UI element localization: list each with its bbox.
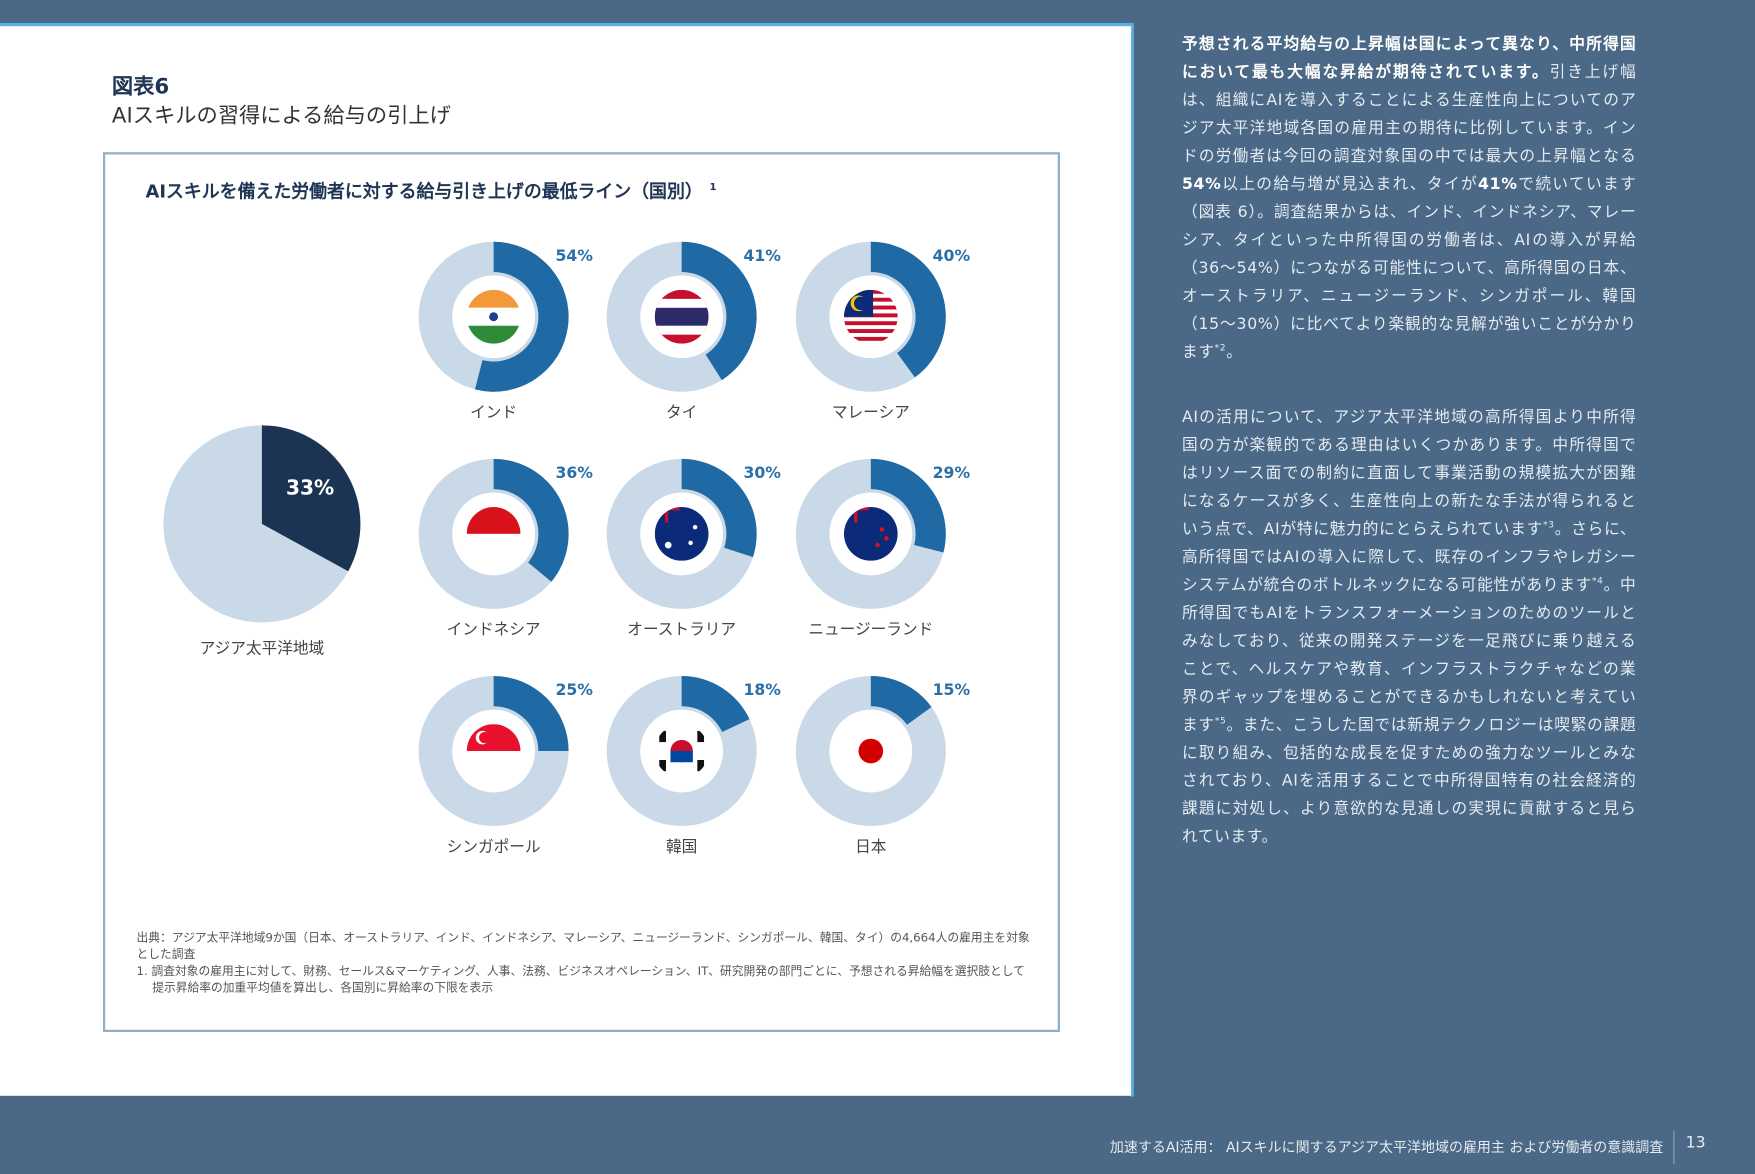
donut-segment [870, 241, 946, 378]
donut-value-label: 36% [555, 463, 593, 482]
flag-part [692, 524, 698, 530]
donut-value-label: 54% [555, 246, 593, 265]
donut-segment [493, 458, 569, 582]
flag-part [659, 730, 666, 743]
flag [843, 289, 898, 341]
donut-name: 韓国 [666, 837, 697, 856]
flag [654, 507, 709, 561]
text-run: *4 [1592, 575, 1604, 586]
flag-part [489, 312, 499, 322]
text-run: *2 [1214, 342, 1227, 353]
donut-value-label: 25% [555, 680, 593, 699]
chart-title: AIスキルを備えた労働者に対する給与引き上げの最低ライン（国別） 1 [146, 181, 717, 203]
flag-part [884, 536, 889, 541]
flag-part [697, 730, 705, 743]
text-run: 。中所得国でもAIをトランスフォーメーションのためのツールとみなしており、従来の… [1181, 576, 1637, 735]
text-run: で続いています（図表 6）。調査結果からは、インド、インドネシア、マレーシア、タ… [1181, 175, 1637, 362]
flag-part [858, 738, 884, 764]
flag-part [664, 507, 669, 523]
donut-segment [681, 458, 757, 558]
donut-segment [870, 458, 946, 553]
flag [843, 724, 898, 778]
flag-part [466, 325, 521, 344]
flag-part [843, 336, 898, 341]
pie-slice [261, 425, 361, 572]
note: 出典：アジア太平洋地域9か国（日本、オーストラリア、インド、インドネシア、マレー… [136, 931, 1030, 962]
flag-part [670, 751, 693, 763]
donut-value-label: 29% [933, 463, 971, 482]
donut-segment [681, 241, 757, 381]
text-run: *3 [1543, 519, 1555, 530]
flag [654, 724, 709, 778]
text-run: 引き上げ幅は、組織にAIを導入することによる生産性向上についてのアジア太平洋地域… [1181, 63, 1637, 166]
flag-part [466, 289, 521, 308]
text-run: 以上の給与増が見込まれ、タイが [1221, 175, 1479, 194]
text-run: 。さらに、高所得国ではAIの導入に際して、既存のインフラやレガシーシステムが統合… [1181, 520, 1637, 595]
flag [466, 289, 521, 344]
donut-name: オーストラリア [627, 620, 736, 639]
flag-part [479, 732, 491, 744]
footer-text: 加速するAI活用： AIスキルに関するアジア太平洋地域の雇用主 および労働者の意… [1109, 1138, 1664, 1156]
figure-title: AIスキルの習得による給与の引上げ [112, 103, 451, 128]
text-run: 41% [1478, 175, 1518, 194]
flag-part [654, 507, 709, 561]
page-number: 13 [1685, 1133, 1706, 1152]
donut-value-label: 30% [744, 463, 782, 482]
flag-part [664, 541, 672, 549]
text-run: AIの活用について、アジア太平洋地域の高所得国より中所得国の方が楽観的である理由… [1181, 408, 1637, 539]
flag-part [843, 321, 898, 326]
separator [1673, 1130, 1675, 1165]
donut-name: タイ [666, 403, 697, 422]
chart-frame [102, 152, 1060, 1032]
donut-value-label: 41% [744, 246, 782, 265]
donut-name: インドネシア [447, 620, 541, 639]
flag-part [654, 307, 709, 326]
text-run: 。 [1226, 343, 1243, 362]
flag-part [659, 760, 666, 772]
figure-label: 図表6 [112, 74, 169, 99]
donut-value-label: 40% [933, 246, 971, 265]
text-run: 予想される平均給与の上昇幅は国によって異なり、中所得国において最も大幅な昇給が期… [1181, 35, 1637, 82]
chart-title-text: AIスキルを備えた労働者に対する給与引き上げの最低ライン（国別） [146, 181, 703, 203]
note: 1. 調査対象の雇用主に対して、財務、セールス&マーケティング、人事、法務、ビジ… [136, 964, 1025, 996]
pie-name: アジア太平洋地域 [200, 639, 325, 658]
flag [843, 507, 898, 561]
flag-part [879, 527, 885, 532]
flag-part [854, 296, 868, 311]
donut-value-label: 18% [744, 680, 782, 699]
flag-part [843, 507, 898, 561]
paragraph: AIの活用について、アジア太平洋地域の高所得国より中所得国の方が楽観的である理由… [1182, 404, 1636, 852]
text-run: *5 [1214, 715, 1227, 726]
flag-part [875, 542, 880, 548]
donut-segment [474, 241, 569, 392]
donut-name: ニュージーランド [808, 620, 933, 639]
figure-panel: 図表6 AIスキルの習得による給与の引上げ AIスキルを備えた労働者に対する給与… [0, 22, 1134, 1097]
body-text: 予想される平均給与の上昇幅は国によって異なり、中所得国において最も大幅な昇給が期… [1182, 31, 1636, 888]
donut-segment [681, 676, 750, 732]
donut-name: シンガポール [447, 837, 541, 856]
text-run: 。また、こうした国では新規テクノロジーは喫緊の課題に取り組み、包括的な成長を促す… [1181, 716, 1637, 847]
donut-segment [493, 676, 569, 752]
donut-segment [870, 676, 932, 725]
donut-hole [452, 492, 536, 576]
notes: 出典：アジア太平洋地域9か国（日本、オーストラリア、インド、インドネシア、マレー… [137, 930, 1032, 997]
flag-part [843, 329, 898, 333]
pie-value-label: 33% [286, 476, 334, 500]
donut-name: 日本 [855, 837, 887, 856]
paragraph: 予想される平均給与の上昇幅は国によって異なり、中所得国において最も大幅な昇給が期… [1182, 31, 1636, 367]
flag-part [854, 507, 858, 523]
flag [466, 507, 521, 561]
text-run: 54% [1181, 175, 1222, 194]
flag-part [688, 540, 693, 546]
flag-part [697, 760, 705, 772]
donut-value-label: 15% [933, 680, 971, 699]
flag [654, 289, 709, 344]
flag [466, 724, 521, 778]
donut-name: マレーシア [832, 403, 910, 422]
donut-name: インド [470, 403, 517, 422]
title-note: 1 [709, 182, 716, 193]
